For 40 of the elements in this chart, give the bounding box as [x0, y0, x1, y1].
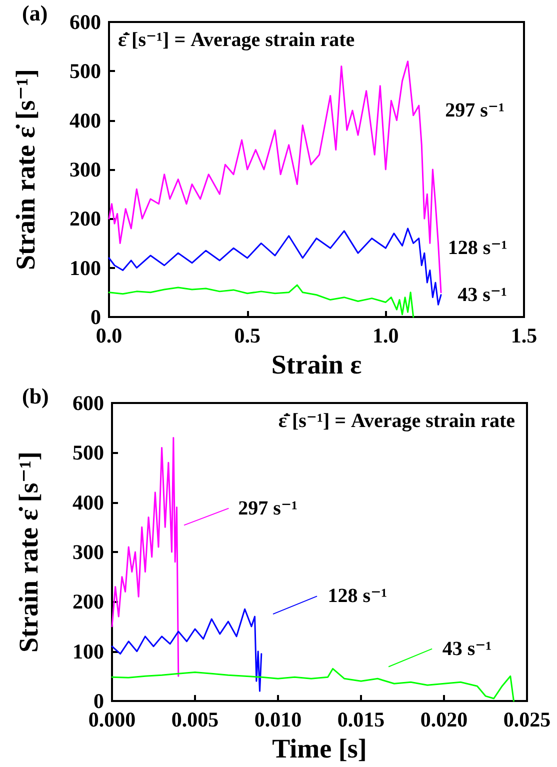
line-series [108, 228, 442, 306]
series-label: 128 s⁻¹ [448, 237, 508, 260]
y-tick-label: 200 [70, 206, 101, 231]
y-tick-label: 400 [70, 108, 101, 132]
line-series [111, 608, 262, 692]
x-tick-label: 1.5 [510, 324, 538, 348]
y-tick-label: 500 [72, 440, 104, 465]
y-tick-label: 300 [70, 158, 101, 182]
x-axis-title: Time [s] [272, 734, 367, 764]
y-tick-label: 100 [72, 639, 104, 664]
legend-label: 43 s⁻¹ [442, 638, 492, 660]
x-tick-label: 0.020 [420, 708, 468, 732]
y-tick-label: 500 [70, 59, 101, 84]
series-label: 297 s⁻¹ [445, 100, 504, 122]
x-tick-label: 1.0 [372, 324, 399, 348]
line-series [108, 60, 442, 294]
y-tick-label: 200 [72, 590, 104, 614]
x-tick-label: 0.015 [337, 708, 385, 732]
x-tick-label: 0.5 [234, 324, 260, 348]
line-series [108, 284, 414, 318]
y-tick-label: 400 [72, 490, 104, 514]
text: 43 s⁻¹ [458, 284, 507, 306]
y-tick-label: 600 [72, 391, 104, 415]
y-tick-label: 600 [70, 10, 101, 34]
y-tick-label: 100 [70, 256, 101, 280]
x-tick-label: 0.025 [503, 708, 551, 732]
annotation: ε̇̄ [s⁻¹] = Average strain rate [278, 410, 516, 432]
x-axis-title: Strain ε [271, 350, 362, 380]
legend-label: 297 s⁻¹ [238, 497, 298, 520]
text: (b) [22, 384, 49, 408]
x-tick-label: 0.010 [254, 708, 302, 732]
y-axis-title: Strain rate ε̇ [s⁻¹] [14, 451, 44, 653]
text: (a) [22, 0, 48, 26]
legend-label: 128 s⁻¹ [328, 585, 388, 608]
x-tick-label: 0.005 [171, 708, 219, 732]
y-tick-label: 300 [72, 540, 104, 564]
y-axis-title: Strain rate ε̇ [s⁻¹] [10, 68, 40, 270]
annotation: ε̇̄ [s⁻¹] = Average strain rate [118, 29, 355, 51]
line-series [111, 437, 180, 677]
line-series [111, 668, 514, 702]
